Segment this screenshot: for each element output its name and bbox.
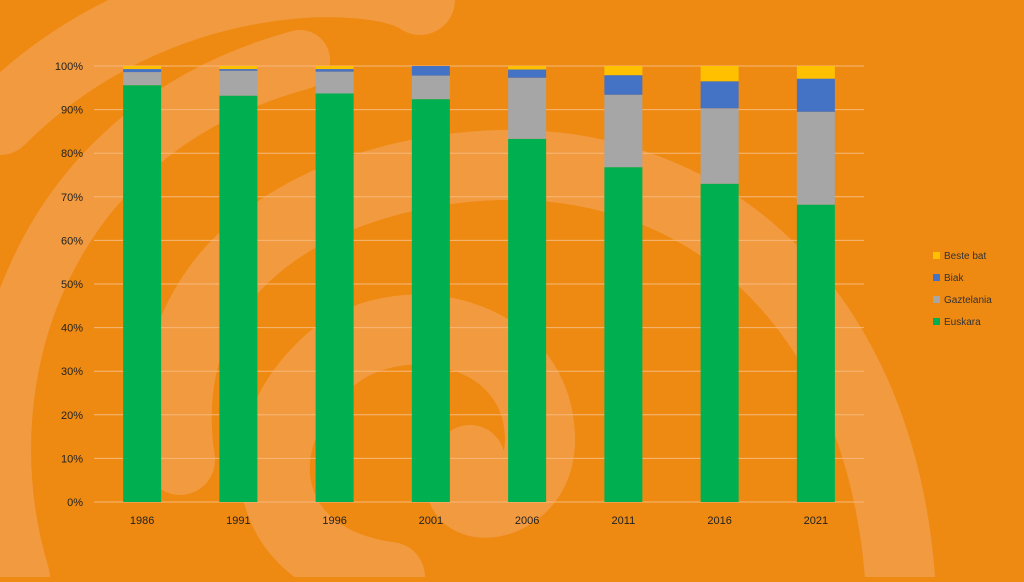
x-tick-label: 2021 <box>804 515 828 527</box>
bar-segment-beste-bat <box>315 66 354 70</box>
bar-segment-euskara <box>411 99 450 503</box>
bars <box>123 66 835 503</box>
y-axis-tick-labels: 0% 10% 20% 30% 40% 50% 60% 70% 80% 90% 100% <box>55 61 83 509</box>
bar-stack-1986 <box>123 66 162 503</box>
bar-segment-biak <box>508 69 547 78</box>
x-tick-label: 2006 <box>515 515 539 527</box>
y-tick-label: 70% <box>61 192 83 204</box>
bar-segment-beste-bat <box>219 66 258 70</box>
swirl-left-band <box>0 30 330 582</box>
bar-segment-euskara <box>219 95 258 502</box>
x-tick-label: 1986 <box>130 515 154 527</box>
y-tick-label: 60% <box>61 235 83 247</box>
y-tick-label: 80% <box>61 148 83 160</box>
bar-stack-2011 <box>604 66 643 503</box>
bar-segment-gaztelania <box>604 94 643 168</box>
swirl-spiral-band <box>239 294 576 582</box>
bar-segment-gaztelania <box>219 70 258 96</box>
bar-stack-1996 <box>315 66 354 502</box>
bar-segment-euskara <box>796 204 835 502</box>
bar-segment-beste-bat <box>123 66 162 70</box>
bar-segment-euskara <box>315 93 354 502</box>
x-tick-label: 2016 <box>707 515 731 527</box>
bar-segment-euskara <box>700 183 739 502</box>
x-tick-label: 2001 <box>419 515 443 527</box>
bar-stack-2006 <box>508 66 547 502</box>
legend-swatch <box>933 296 940 303</box>
bar-segment-euskara <box>508 138 547 502</box>
bar-segment-biak <box>219 69 258 71</box>
bar-segment-beste-bat <box>796 66 835 79</box>
bar-stack-2021 <box>796 66 835 502</box>
bar-segment-gaztelania <box>411 75 450 100</box>
bar-segment-biak <box>700 81 739 109</box>
legend-label: Beste bat <box>944 251 986 262</box>
y-tick-label: 90% <box>61 105 83 117</box>
bar-segment-gaztelania <box>508 77 547 139</box>
y-tick-label: 50% <box>61 279 83 291</box>
x-tick-label: 1991 <box>226 515 250 527</box>
legend-label: Gaztelania <box>944 295 992 306</box>
y-tick-label: 10% <box>61 453 83 465</box>
bar-stack-2001 <box>411 66 450 503</box>
x-axis-tick-labels: 1986 1991 1996 2001 2006 2011 2016 2021 <box>130 515 828 527</box>
bar-segment-biak <box>604 75 643 95</box>
legend: Beste bat Biak Gaztelania Euskara <box>933 251 992 328</box>
bar-segment-beste-bat <box>508 66 547 70</box>
y-tick-label: 20% <box>61 410 83 422</box>
legend-swatch <box>933 318 940 325</box>
y-tick-label: 0% <box>67 497 83 509</box>
bar-segment-biak <box>796 78 835 112</box>
bar-segment-gaztelania <box>315 71 354 94</box>
y-tick-label: 30% <box>61 366 83 378</box>
y-tick-label: 40% <box>61 323 83 335</box>
bar-segment-biak <box>411 66 450 76</box>
legend-swatch <box>933 252 940 259</box>
y-tick-label: 100% <box>55 61 83 73</box>
bar-segment-gaztelania <box>796 111 835 205</box>
legend-label: Biak <box>944 273 964 284</box>
bar-stack-2016 <box>700 66 739 502</box>
bar-segment-euskara <box>604 167 643 503</box>
bar-segment-euskara <box>123 85 162 503</box>
bar-segment-beste-bat <box>700 66 739 82</box>
bar-segment-gaztelania <box>700 108 739 184</box>
bar-segment-biak <box>315 69 354 72</box>
legend-label: Euskara <box>944 317 981 328</box>
bar-stack-1991 <box>219 66 258 502</box>
x-tick-label: 1996 <box>322 515 346 527</box>
bar-segment-biak <box>123 69 162 73</box>
swirl-outer-band <box>0 0 455 155</box>
legend-swatch <box>933 274 940 281</box>
bar-segment-beste-bat <box>604 66 643 76</box>
x-tick-label: 2011 <box>612 515 636 527</box>
bar-segment-gaztelania <box>123 72 162 86</box>
